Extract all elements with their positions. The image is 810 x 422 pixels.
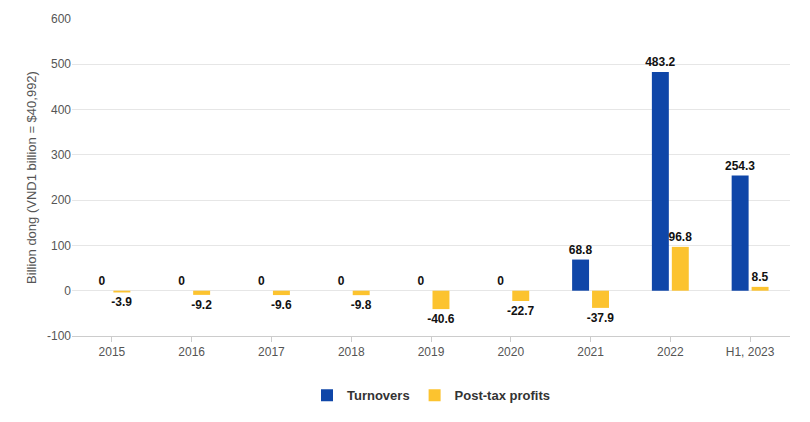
svg-text:2017: 2017 — [258, 345, 285, 359]
svg-text:0: 0 — [178, 274, 185, 288]
svg-text:8.5: 8.5 — [752, 270, 769, 284]
svg-text:483.2: 483.2 — [645, 55, 675, 69]
svg-text:500: 500 — [51, 57, 71, 71]
svg-text:600: 600 — [51, 12, 71, 26]
svg-text:-9.2: -9.2 — [191, 298, 212, 312]
svg-text:-100: -100 — [47, 329, 71, 343]
svg-text:Billion dong (VND1 billion = $: Billion dong (VND1 billion = $40,992) — [24, 71, 39, 284]
svg-text:2022: 2022 — [657, 345, 684, 359]
svg-text:100: 100 — [51, 239, 71, 253]
svg-text:2016: 2016 — [178, 345, 205, 359]
svg-text:-22.7: -22.7 — [507, 304, 535, 318]
svg-text:0: 0 — [64, 284, 71, 298]
svg-text:96.8: 96.8 — [668, 230, 692, 244]
svg-text:0: 0 — [497, 274, 504, 288]
svg-text:2020: 2020 — [497, 345, 524, 359]
svg-text:200: 200 — [51, 193, 71, 207]
svg-text:H1, 2023: H1, 2023 — [726, 345, 775, 359]
svg-text:Post-tax profits: Post-tax profits — [455, 388, 550, 403]
svg-text:-3.9: -3.9 — [111, 295, 132, 309]
svg-text:0: 0 — [418, 274, 425, 288]
svg-text:68.8: 68.8 — [569, 243, 593, 257]
svg-text:0: 0 — [338, 274, 345, 288]
svg-text:-9.8: -9.8 — [351, 298, 372, 312]
svg-text:Turnovers: Turnovers — [347, 388, 410, 403]
svg-text:-37.9: -37.9 — [587, 311, 615, 325]
svg-text:0: 0 — [98, 274, 105, 288]
svg-text:-9.6: -9.6 — [271, 298, 292, 312]
svg-text:2018: 2018 — [338, 345, 365, 359]
svg-text:254.3: 254.3 — [725, 159, 755, 173]
svg-text:400: 400 — [51, 103, 71, 117]
svg-text:2015: 2015 — [99, 345, 126, 359]
svg-text:0: 0 — [258, 274, 265, 288]
svg-text:2021: 2021 — [577, 345, 604, 359]
svg-text:300: 300 — [51, 148, 71, 162]
svg-text:-40.6: -40.6 — [427, 312, 455, 326]
svg-text:2019: 2019 — [418, 345, 445, 359]
